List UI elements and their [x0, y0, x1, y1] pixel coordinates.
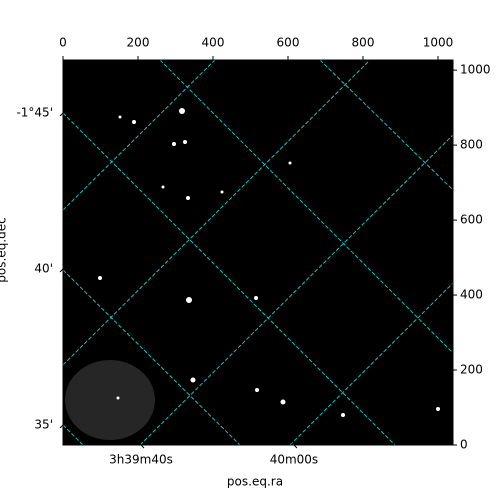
- y-tick-label: 400: [460, 288, 483, 302]
- y-tick-label: 800: [460, 138, 483, 152]
- x-tick-label: 600: [277, 36, 300, 50]
- y-tick-label: 0: [460, 438, 468, 452]
- ra-tick-label: 3h39m40s: [109, 453, 173, 467]
- x-tick-label: 800: [352, 36, 375, 50]
- dec-tick: [59, 109, 67, 117]
- ra-tick-label: 40m00s: [270, 453, 318, 467]
- dec-tick-label: 35': [34, 418, 53, 432]
- ra-tick: [137, 441, 145, 449]
- y-tick-label: 600: [460, 213, 483, 227]
- ra-tick: [290, 441, 298, 449]
- dec-tick-label: -1°45': [16, 106, 53, 120]
- x-tick-label: 0: [59, 36, 67, 50]
- sky-image: [63, 60, 453, 445]
- y-axis-label: pos.eq.dec: [0, 217, 9, 282]
- y-tick-label: 200: [460, 363, 483, 377]
- y-tick-label: 1000: [460, 63, 491, 77]
- x-axis-label: pos.eq.ra: [227, 475, 283, 489]
- coordinate-grid: [63, 60, 453, 445]
- dec-tick: [59, 265, 67, 273]
- dec-tick: [59, 421, 67, 429]
- x-tick-label: 200: [127, 36, 150, 50]
- plot-frame: [62, 59, 454, 446]
- x-tick-label: 400: [202, 36, 225, 50]
- dec-tick-label: 40': [34, 262, 53, 276]
- x-tick-label: 1000: [423, 36, 454, 50]
